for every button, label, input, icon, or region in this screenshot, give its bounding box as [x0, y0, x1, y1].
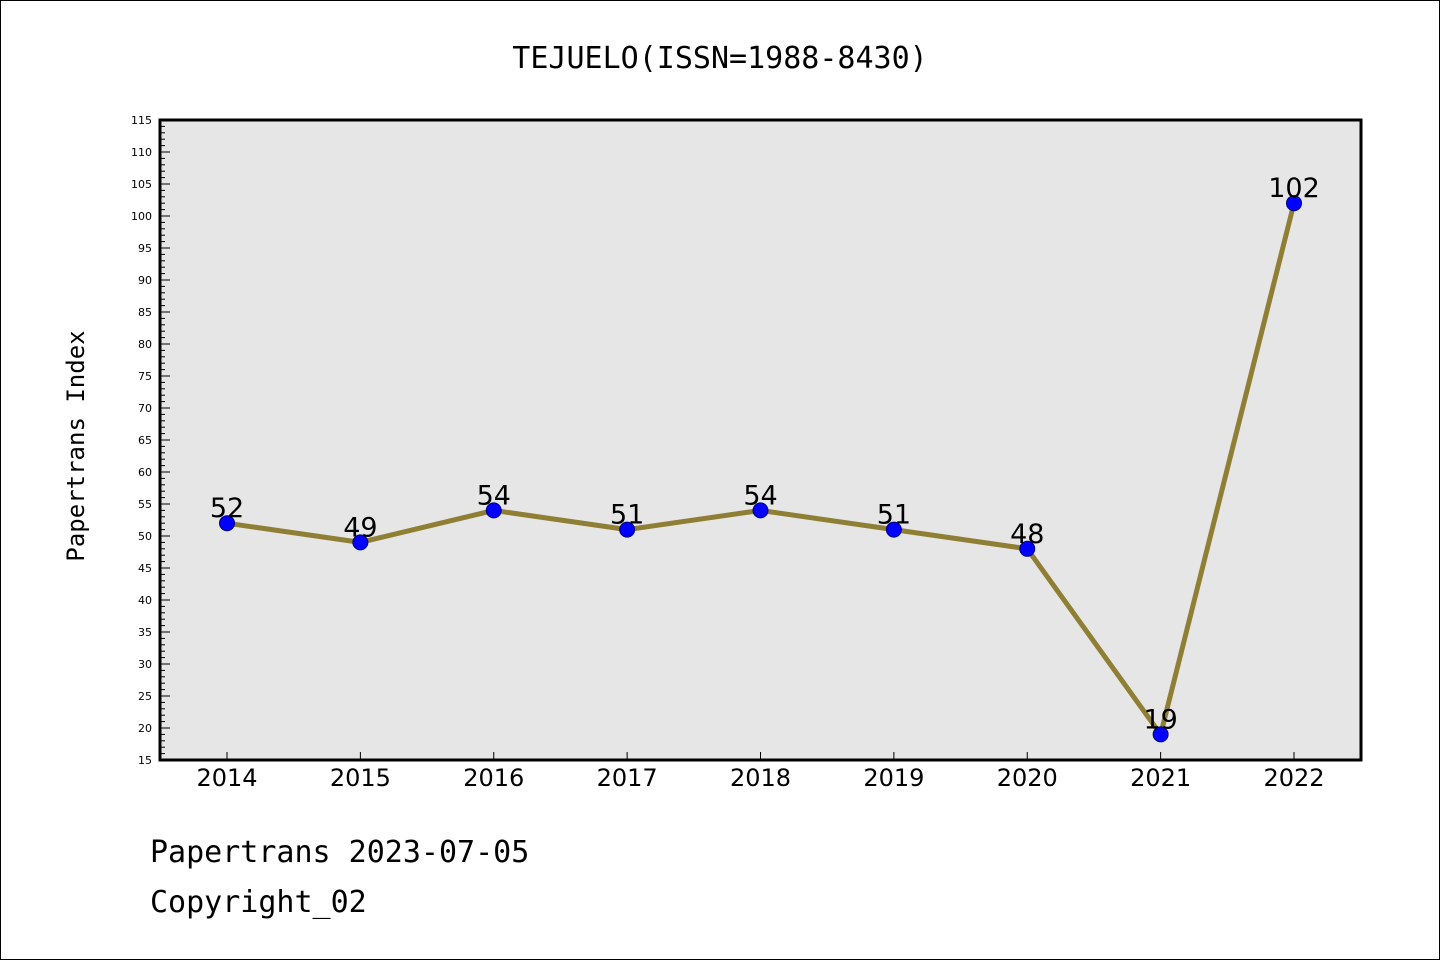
y-tick-label: 45 [138, 562, 152, 575]
plot-border [158, 118, 1363, 762]
data-point [485, 502, 502, 519]
data-point [1286, 195, 1302, 212]
x-tick-label: 2021 [1130, 764, 1191, 792]
data-label: 48 [1010, 519, 1044, 550]
y-tick-label: 70 [138, 402, 152, 415]
x-axis-ticks: 2014 2015 2016 2017 2018 2019 2020 2021 2022 [196, 752, 1325, 792]
y-tick-label: 55 [138, 498, 152, 511]
y-tick-label: 30 [138, 658, 152, 671]
data-label: 19 [1143, 704, 1177, 735]
data-point [352, 534, 369, 551]
y-tick-label: 80 [138, 338, 152, 351]
x-tick-label: 2017 [597, 764, 658, 792]
y-tick-label: 40 [138, 594, 152, 607]
data-point [219, 515, 235, 532]
y-tick-label: 85 [138, 306, 152, 319]
footer-date: Papertrans 2023-07-05 [150, 835, 530, 870]
data-label: 54 [477, 480, 511, 511]
data-point [619, 521, 636, 538]
y-tick-label: 75 [138, 370, 152, 383]
y-tick-label: 90 [138, 274, 152, 287]
x-tick-label: 2016 [463, 764, 524, 792]
y-tick-label: 100 [131, 210, 152, 223]
footer-copyright: Copyright_02 [150, 885, 367, 920]
y-tick-label: 60 [138, 466, 152, 479]
x-tick-label: 2022 [1263, 764, 1324, 792]
y-tick-label: 15 [138, 754, 152, 767]
plot-area [160, 120, 1361, 760]
y-tick-label: 25 [138, 690, 152, 703]
chart-title: TEJUELO(ISSN=1988-8430) [512, 41, 927, 76]
y-axis-label: Papertrans Index [62, 330, 90, 561]
data-point [752, 502, 769, 519]
y-tick-label: 105 [131, 178, 152, 191]
y-tick-label: 95 [138, 242, 152, 255]
data-point [1019, 540, 1036, 557]
y-tick-label: 50 [138, 530, 152, 543]
data-label: 54 [743, 480, 777, 511]
data-label: 102 [1268, 173, 1320, 204]
data-label: 51 [610, 500, 644, 531]
x-tick-label: 2019 [863, 764, 924, 792]
data-point [885, 521, 902, 538]
x-tick-label: 2014 [196, 764, 257, 792]
y-tick-label: 65 [138, 434, 152, 447]
data-label: 52 [210, 493, 244, 524]
x-tick-label: 2020 [997, 764, 1058, 792]
series-layer: 52 49 54 51 54 51 48 19 102 [210, 173, 1320, 743]
data-label: 51 [877, 500, 911, 531]
y-tick-label: 35 [138, 626, 152, 639]
data-point [1152, 726, 1169, 743]
data-label: 49 [343, 512, 377, 543]
y-tick-label: 110 [131, 146, 152, 159]
x-tick-label: 2015 [330, 764, 391, 792]
y-tick-label: 20 [138, 722, 152, 735]
x-tick-label: 2018 [730, 764, 791, 792]
y-tick-label: 115 [131, 114, 152, 127]
